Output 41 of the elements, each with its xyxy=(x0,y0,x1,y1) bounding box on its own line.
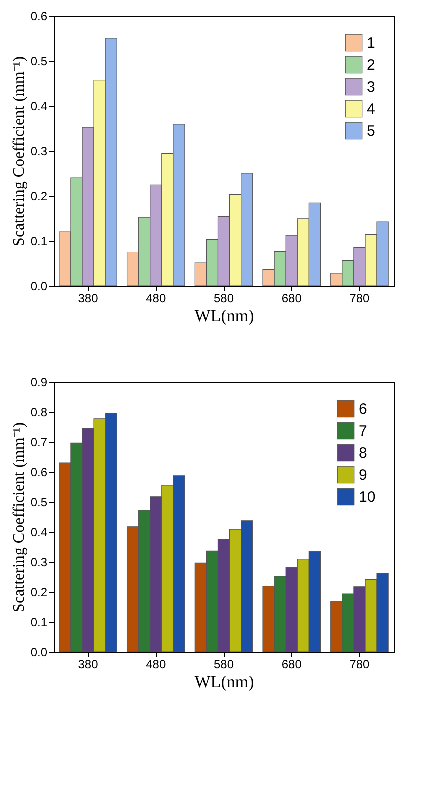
legend-label: 10 xyxy=(359,489,376,506)
x-axis-title: WL(nm) xyxy=(194,306,254,326)
x-tick-label: 580 xyxy=(214,292,234,306)
x-tick-label: 780 xyxy=(350,658,370,672)
x-tick-label: 680 xyxy=(282,658,302,672)
y-tick-label: 0.5 xyxy=(30,496,48,510)
legend-label: 5 xyxy=(367,123,376,140)
x-axis-title: WL(nm) xyxy=(194,672,254,692)
y-tick-label: 0.4 xyxy=(30,100,48,114)
y-tick-label: 0.0 xyxy=(30,646,48,660)
y-tick-label: 0.7 xyxy=(30,436,48,450)
legend-label: 7 xyxy=(359,423,368,440)
legend-label: 1 xyxy=(367,35,376,52)
y-tick-label: 0.2 xyxy=(30,586,48,600)
y-tick-label: 0.6 xyxy=(30,10,48,24)
legend-label: 9 xyxy=(359,467,368,484)
legend-label: 6 xyxy=(359,401,368,418)
x-tick-label: 680 xyxy=(282,292,302,306)
x-tick-label: 380 xyxy=(78,292,99,306)
y-tick-label: 0.5 xyxy=(30,54,48,68)
y-tick-label: 0.3 xyxy=(30,556,48,570)
y-tick-label: 0.1 xyxy=(30,616,48,630)
y-axis-title: Scattering Coefficient (mm⁻¹) xyxy=(10,56,28,246)
y-tick-label: 0.1 xyxy=(30,234,48,248)
x-tick-label: 480 xyxy=(146,292,166,306)
y-tick-label: 0.3 xyxy=(30,144,48,158)
y-tick-label: 0.8 xyxy=(30,406,48,420)
y-tick-label: 0.6 xyxy=(30,466,48,480)
x-tick-label: 380 xyxy=(78,658,99,672)
x-tick-label: 580 xyxy=(214,658,234,672)
x-tick-label: 480 xyxy=(146,658,166,672)
legend-label: 4 xyxy=(367,101,376,118)
y-tick-label: 0.9 xyxy=(30,376,48,390)
legend-label: 2 xyxy=(367,57,376,74)
y-axis-title: Scattering Coefficient (mm⁻¹) xyxy=(10,422,28,612)
legend-label: 3 xyxy=(367,79,376,96)
y-tick-label: 0.0 xyxy=(30,280,48,294)
y-tick-label: 0.4 xyxy=(30,526,48,540)
y-tick-label: 0.2 xyxy=(30,190,48,204)
x-tick-label: 780 xyxy=(350,292,370,306)
legend-label: 8 xyxy=(359,445,368,462)
